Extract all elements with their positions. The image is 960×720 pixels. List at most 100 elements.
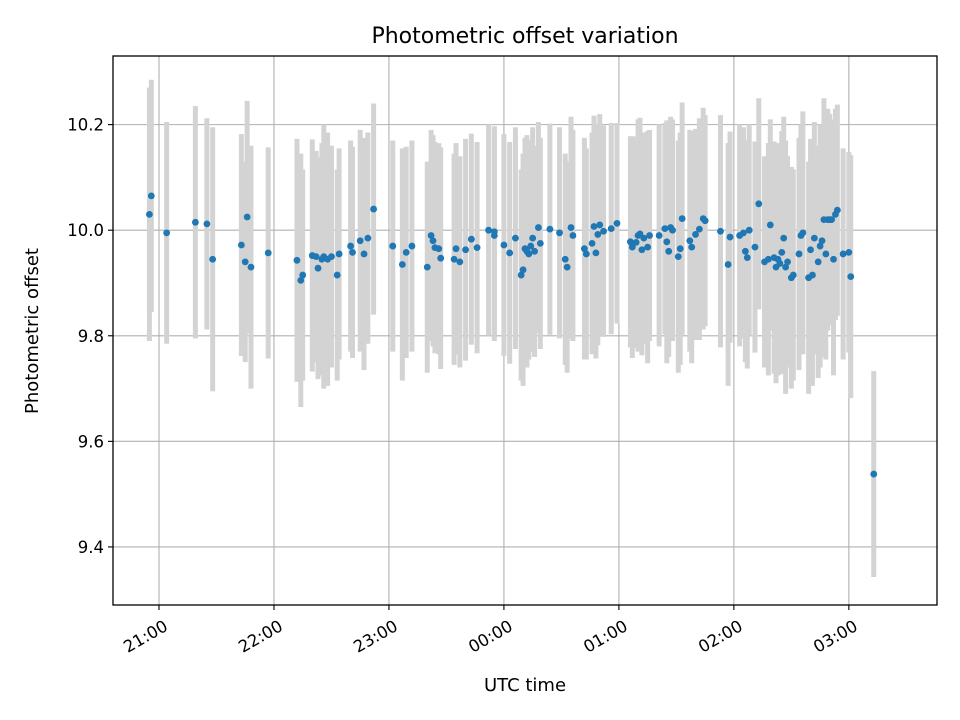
plot-frame bbox=[112, 55, 938, 606]
data-point bbox=[724, 261, 732, 268]
data-point bbox=[766, 221, 774, 229]
data-point bbox=[751, 243, 759, 251]
data-point bbox=[695, 225, 703, 233]
y-tick-label: 10.2 bbox=[67, 116, 104, 135]
data-point bbox=[596, 221, 604, 229]
x-tick-label: 21:00 bbox=[120, 616, 171, 656]
data-point bbox=[402, 248, 410, 256]
data-point bbox=[839, 250, 847, 258]
data-point bbox=[519, 266, 527, 274]
data-point bbox=[692, 231, 699, 238]
data-point bbox=[500, 241, 508, 249]
data-point bbox=[717, 227, 724, 235]
data-point bbox=[780, 234, 788, 242]
data-point bbox=[795, 250, 803, 258]
data-point bbox=[567, 224, 575, 231]
data-point bbox=[594, 231, 602, 238]
data-point bbox=[646, 232, 653, 239]
data-point bbox=[347, 242, 355, 250]
data-point bbox=[506, 249, 514, 257]
data-point bbox=[655, 232, 663, 239]
data-point bbox=[674, 253, 682, 260]
errorbar-layer bbox=[146, 79, 877, 578]
data-point bbox=[741, 247, 749, 255]
data-point bbox=[360, 250, 368, 258]
data-point bbox=[600, 227, 607, 235]
data-point bbox=[789, 271, 797, 279]
data-point bbox=[799, 229, 807, 237]
data-point bbox=[525, 250, 533, 258]
data-point bbox=[163, 229, 171, 237]
data-point bbox=[314, 264, 322, 272]
data-point bbox=[146, 210, 153, 218]
data-point bbox=[613, 219, 621, 227]
data-point bbox=[701, 217, 709, 225]
data-point bbox=[581, 245, 588, 253]
data-point bbox=[333, 271, 341, 279]
x-tick-label: 01:00 bbox=[580, 616, 631, 656]
y-tick-label: 10.0 bbox=[67, 221, 104, 240]
data-point bbox=[293, 256, 301, 264]
data-point bbox=[356, 237, 364, 245]
data-point bbox=[661, 225, 669, 233]
data-point bbox=[782, 263, 790, 271]
data-point bbox=[847, 273, 855, 281]
data-point bbox=[822, 250, 830, 258]
data-point bbox=[809, 271, 816, 279]
point-layer bbox=[146, 192, 878, 478]
data-point bbox=[816, 242, 824, 250]
data-point bbox=[427, 232, 435, 239]
data-point bbox=[312, 253, 320, 260]
data-point bbox=[467, 235, 475, 243]
data-point bbox=[561, 255, 569, 263]
data-point bbox=[830, 255, 837, 263]
data-point bbox=[297, 276, 305, 284]
data-point bbox=[814, 258, 822, 266]
data-point bbox=[755, 200, 763, 208]
data-point bbox=[845, 248, 853, 256]
data-point bbox=[531, 247, 538, 255]
data-point bbox=[632, 238, 640, 246]
data-point bbox=[776, 260, 784, 267]
data-point bbox=[370, 205, 378, 213]
y-axis-label: Photometric offset bbox=[22, 248, 43, 414]
data-point bbox=[546, 225, 554, 233]
data-point bbox=[870, 470, 878, 478]
data-point bbox=[364, 234, 372, 242]
data-point bbox=[147, 192, 155, 200]
x-tick-label: 03:00 bbox=[810, 616, 861, 656]
data-point bbox=[490, 228, 498, 236]
data-point bbox=[688, 243, 696, 251]
data-point bbox=[726, 233, 734, 241]
x-tick-label: 02:00 bbox=[695, 616, 746, 656]
data-point bbox=[398, 261, 406, 268]
data-point bbox=[485, 226, 492, 234]
data-point bbox=[450, 255, 458, 263]
data-point bbox=[626, 238, 634, 246]
data-point bbox=[423, 263, 431, 271]
data-point bbox=[408, 242, 416, 250]
data-point bbox=[807, 246, 814, 254]
data-point bbox=[828, 216, 836, 224]
data-point bbox=[588, 239, 596, 247]
data-point bbox=[299, 271, 307, 279]
data-point bbox=[203, 220, 211, 228]
data-point bbox=[678, 215, 686, 222]
data-point bbox=[628, 243, 636, 251]
data-point bbox=[209, 255, 217, 263]
y-tick-label: 9.6 bbox=[78, 432, 104, 451]
y-tick-label: 9.8 bbox=[78, 327, 104, 346]
data-point bbox=[607, 225, 615, 233]
data-point bbox=[517, 271, 525, 279]
data-point bbox=[349, 248, 356, 256]
data-point bbox=[590, 223, 598, 230]
data-point bbox=[778, 248, 786, 256]
data-point bbox=[818, 237, 826, 245]
data-point bbox=[833, 206, 841, 214]
data-point bbox=[638, 246, 646, 254]
data-point bbox=[335, 250, 343, 258]
data-point bbox=[243, 213, 251, 221]
data-point bbox=[529, 234, 537, 242]
data-point bbox=[743, 254, 751, 262]
